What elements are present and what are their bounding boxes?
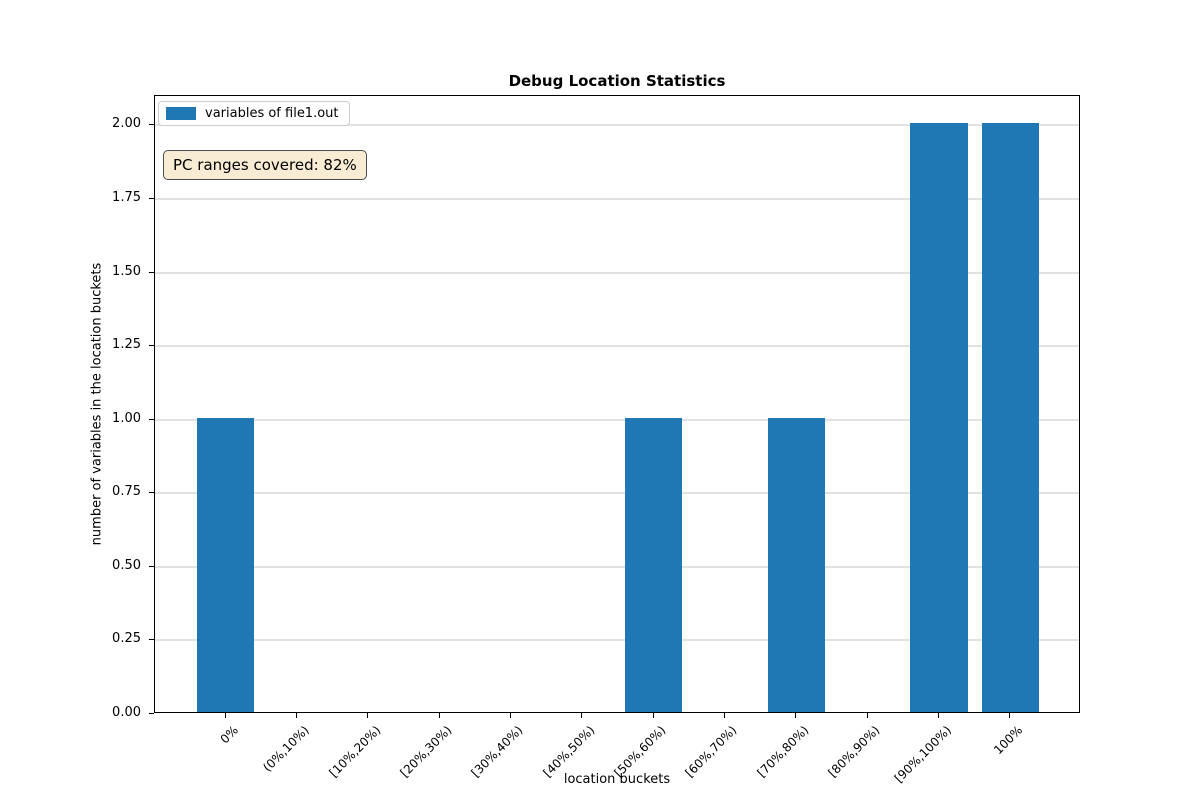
annotation-pc-ranges: PC ranges covered: 82%	[163, 150, 367, 180]
gridline	[155, 345, 1079, 348]
x-tick-mark	[438, 713, 440, 718]
gridline	[155, 124, 1079, 127]
y-tick-mark	[149, 345, 154, 347]
legend: variables of file1.out	[158, 101, 350, 126]
y-tick-label: 0.75	[112, 484, 141, 500]
plot-area	[154, 95, 1080, 713]
x-tick-mark	[866, 713, 868, 718]
x-tick-label: 0%	[217, 723, 241, 747]
y-tick-label: 0.00	[112, 705, 141, 720]
bar	[197, 417, 255, 712]
x-tick-mark	[224, 713, 226, 718]
y-tick-mark	[149, 124, 154, 126]
x-tick-mark	[295, 713, 297, 718]
gridline	[155, 639, 1079, 642]
x-tick-mark	[795, 713, 797, 718]
legend-swatch-icon	[166, 107, 196, 120]
x-tick-mark	[1009, 713, 1011, 718]
y-tick-mark	[149, 492, 154, 494]
y-tick-mark	[149, 639, 154, 641]
y-tick-mark	[149, 271, 154, 273]
bar	[910, 123, 968, 712]
x-tick-mark	[367, 713, 369, 718]
x-tick-mark	[652, 713, 654, 718]
chart-title: Debug Location Statistics	[508, 72, 726, 90]
x-tick-mark	[938, 713, 940, 718]
y-tick-label: 2.00	[112, 116, 141, 132]
y-tick-mark	[149, 418, 154, 420]
y-axis-label: number of variables in the location buck…	[89, 262, 105, 546]
y-tick-label: 0.25	[112, 631, 141, 647]
y-tick-label: 1.25	[112, 337, 141, 353]
x-tick-mark	[509, 713, 511, 718]
gridline	[155, 565, 1079, 568]
gridline	[155, 198, 1079, 200]
bar	[625, 417, 683, 712]
y-tick-label: 1.75	[112, 190, 141, 205]
y-tick-mark	[149, 713, 154, 714]
gridline	[155, 492, 1079, 495]
x-tick-label: (0%,10%)	[260, 723, 312, 775]
y-tick-label: 0.50	[112, 557, 141, 573]
x-tick-label: 100%	[991, 723, 1026, 758]
bar	[981, 123, 1039, 712]
y-tick-mark	[149, 565, 154, 567]
y-tick-label: 1.50	[112, 263, 141, 279]
x-tick-mark	[581, 713, 583, 718]
gridline	[155, 271, 1079, 274]
y-tick-label: 1.00	[112, 410, 141, 426]
legend-label: variables of file1.out	[205, 106, 339, 121]
x-axis-label: location buckets	[563, 772, 671, 787]
bar	[767, 417, 825, 712]
x-tick-mark	[724, 713, 725, 718]
y-tick-mark	[149, 198, 154, 199]
gridline	[155, 418, 1079, 421]
